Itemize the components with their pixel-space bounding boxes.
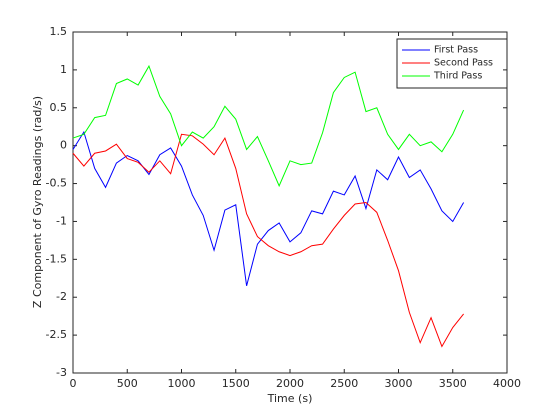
legend-label: First Pass bbox=[434, 45, 478, 56]
y-tick-label: 1 bbox=[60, 63, 67, 76]
x-tick-label: 1000 bbox=[168, 377, 196, 390]
legend: First Pass Second Pass Third Pass bbox=[396, 38, 508, 89]
x-tick-label: 1500 bbox=[222, 377, 250, 390]
x-tick-label: 3000 bbox=[385, 377, 413, 390]
legend-box bbox=[396, 38, 508, 89]
x-axis-label: Time (s) bbox=[267, 392, 313, 405]
y-tick-label: 0.5 bbox=[50, 101, 68, 114]
x-tick-label: 0 bbox=[70, 377, 77, 390]
x-tick-label: 2500 bbox=[330, 377, 358, 390]
data-line bbox=[72, 64, 465, 188]
y-tick-label: -2.5 bbox=[46, 328, 67, 341]
y-axis-label: Z Component of Gyro Readings (rad/s) bbox=[31, 96, 44, 308]
data-line bbox=[72, 133, 464, 348]
y-tick-label: -1 bbox=[56, 214, 67, 227]
y-tick-label: -2 bbox=[56, 290, 67, 303]
y-tick-label: 1.5 bbox=[50, 25, 68, 38]
x-tick-label: 4000 bbox=[493, 377, 521, 390]
data-line bbox=[72, 130, 465, 286]
y-tick-label: -3 bbox=[56, 366, 67, 379]
x-tick-label: 2000 bbox=[276, 377, 304, 390]
y-tick-label: -1.5 bbox=[46, 252, 67, 265]
plot-frame bbox=[72, 31, 508, 374]
y-tick-label: 0 bbox=[60, 139, 67, 152]
x-tick-label: 500 bbox=[117, 377, 138, 390]
y-tick-label: -0.5 bbox=[46, 177, 67, 190]
legend-label: Second Pass bbox=[434, 58, 493, 69]
x-tick-label: 3500 bbox=[439, 377, 467, 390]
legend-label: Third Pass bbox=[433, 71, 482, 82]
